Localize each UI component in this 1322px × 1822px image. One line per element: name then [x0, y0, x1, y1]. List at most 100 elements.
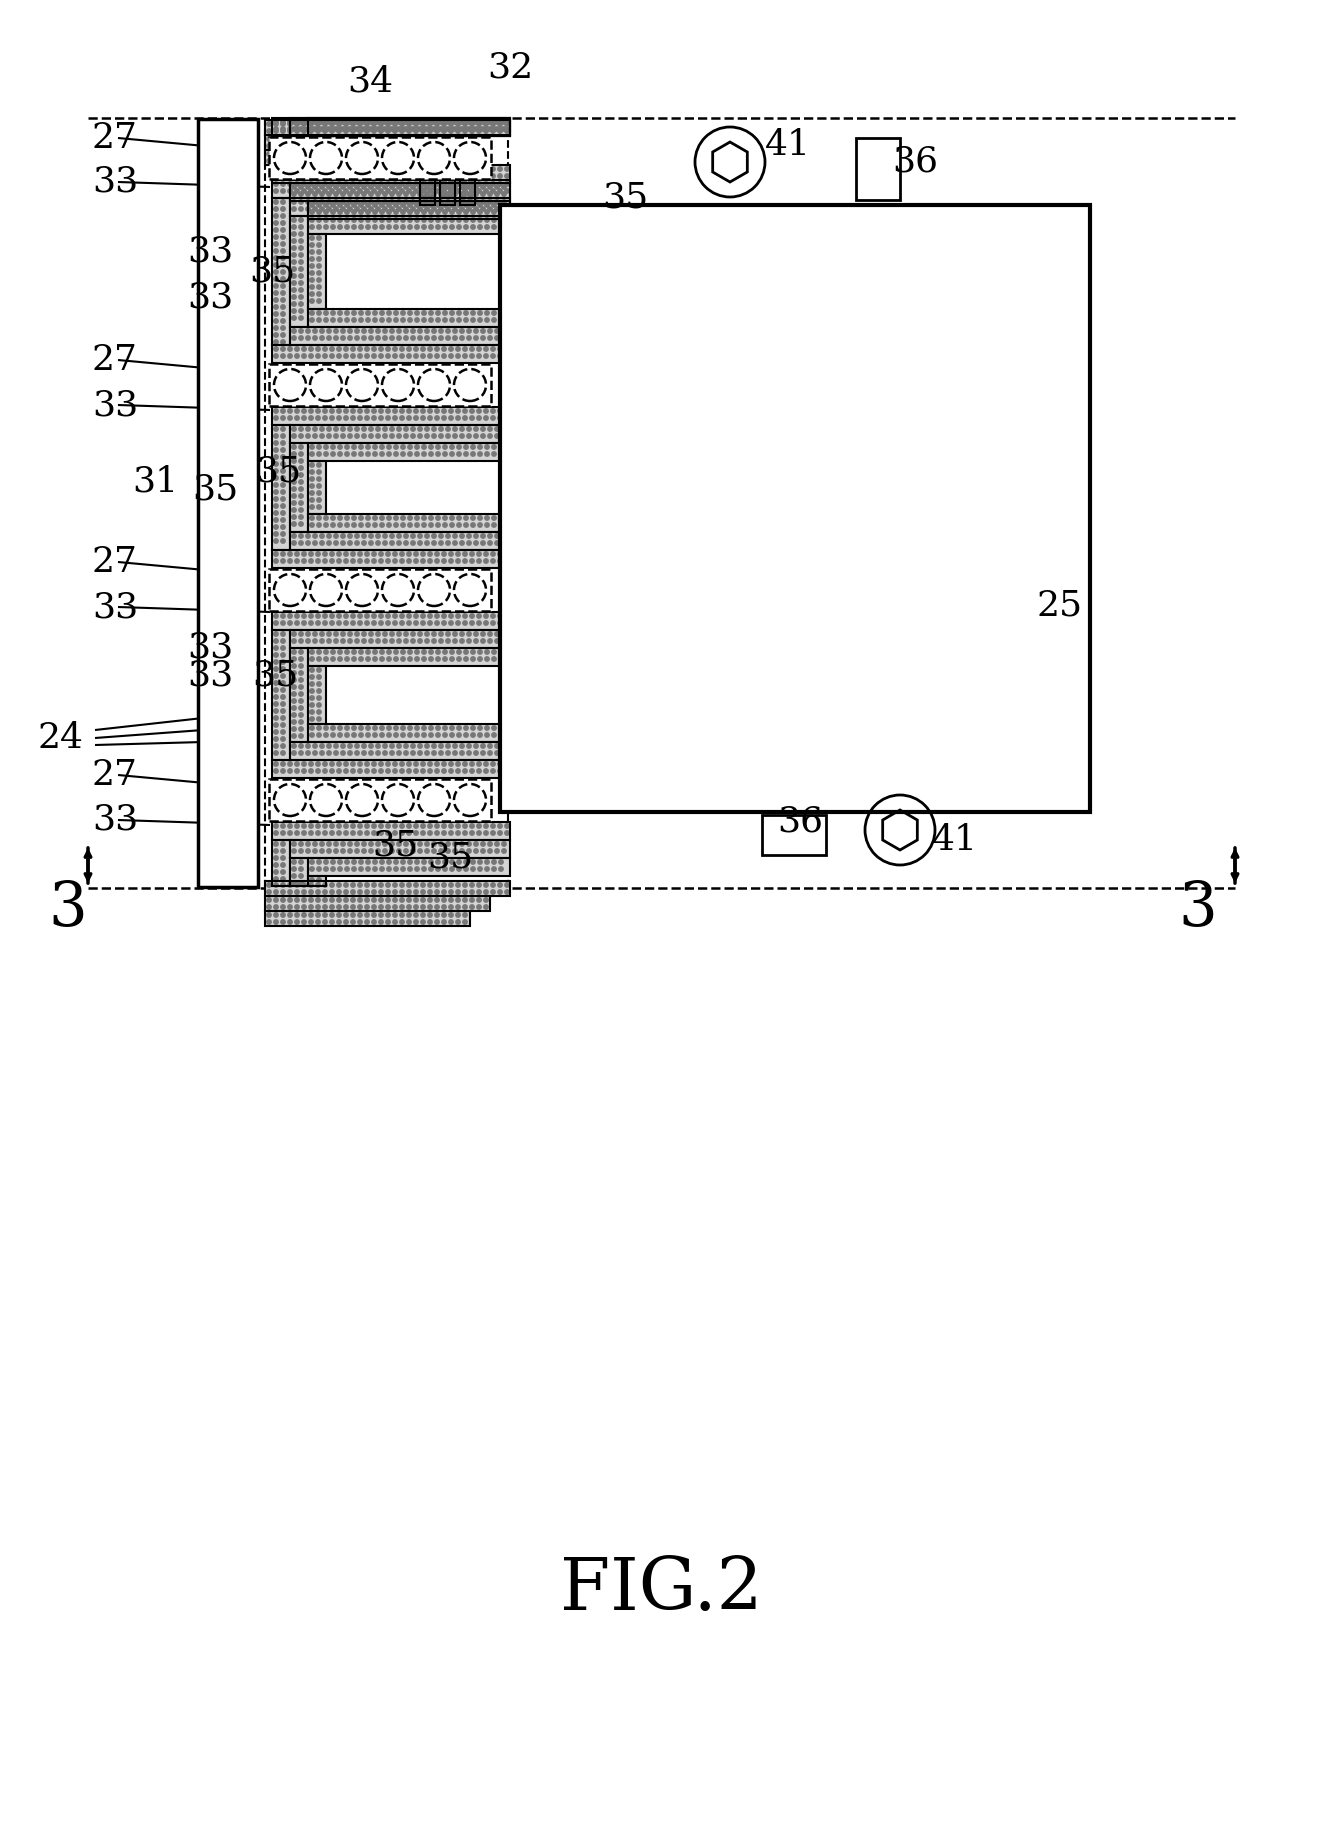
Circle shape [373, 210, 377, 215]
Circle shape [484, 353, 488, 359]
Circle shape [432, 200, 436, 204]
Circle shape [309, 292, 315, 297]
Circle shape [313, 335, 317, 341]
Circle shape [463, 884, 467, 887]
Circle shape [415, 202, 419, 208]
Circle shape [492, 219, 496, 222]
Circle shape [397, 426, 401, 432]
Bar [264, 911, 471, 926]
Circle shape [292, 328, 296, 333]
Circle shape [299, 516, 303, 519]
Circle shape [403, 328, 408, 333]
Circle shape [442, 408, 447, 414]
Circle shape [301, 906, 307, 909]
Circle shape [397, 751, 401, 754]
Circle shape [309, 151, 313, 157]
Circle shape [422, 650, 426, 654]
Circle shape [383, 120, 387, 124]
Circle shape [320, 328, 324, 333]
Circle shape [280, 920, 286, 924]
Circle shape [375, 328, 381, 333]
Circle shape [366, 317, 370, 322]
Circle shape [348, 120, 352, 124]
Circle shape [477, 867, 483, 871]
Circle shape [337, 144, 341, 148]
Bar [308, 723, 510, 742]
Circle shape [295, 144, 299, 148]
Circle shape [490, 353, 496, 359]
Circle shape [280, 559, 286, 563]
Circle shape [505, 831, 509, 834]
Circle shape [471, 312, 475, 315]
Circle shape [274, 552, 278, 556]
Circle shape [330, 120, 336, 124]
Circle shape [422, 210, 426, 215]
Circle shape [292, 685, 296, 689]
Circle shape [414, 762, 418, 767]
Circle shape [443, 210, 447, 215]
Circle shape [484, 144, 488, 148]
Circle shape [352, 445, 356, 450]
Circle shape [299, 459, 303, 463]
Circle shape [379, 128, 385, 131]
Circle shape [379, 452, 385, 456]
Circle shape [324, 860, 328, 864]
Circle shape [401, 452, 406, 456]
Circle shape [477, 353, 481, 359]
Circle shape [407, 762, 411, 767]
Circle shape [407, 831, 411, 834]
Circle shape [494, 128, 500, 131]
Circle shape [379, 168, 383, 171]
Circle shape [338, 860, 342, 864]
Circle shape [390, 208, 394, 211]
Circle shape [366, 867, 370, 871]
Circle shape [316, 769, 320, 773]
Circle shape [301, 144, 307, 148]
Circle shape [338, 317, 342, 322]
Circle shape [449, 650, 455, 654]
Circle shape [399, 346, 405, 352]
Circle shape [350, 831, 356, 834]
Circle shape [498, 523, 504, 527]
Circle shape [365, 120, 369, 124]
Circle shape [280, 876, 286, 882]
Circle shape [442, 346, 447, 352]
Circle shape [386, 913, 390, 916]
Circle shape [401, 312, 406, 315]
Circle shape [428, 168, 432, 171]
Circle shape [502, 541, 506, 545]
Circle shape [414, 889, 418, 895]
Circle shape [442, 353, 447, 359]
Circle shape [411, 128, 415, 131]
Circle shape [442, 120, 447, 124]
Circle shape [397, 842, 401, 845]
Circle shape [274, 510, 278, 516]
Circle shape [428, 867, 434, 871]
Circle shape [299, 266, 303, 271]
Circle shape [329, 129, 334, 133]
Bar [290, 118, 510, 137]
Circle shape [502, 335, 506, 341]
Circle shape [358, 906, 362, 909]
Circle shape [415, 516, 419, 521]
Circle shape [371, 408, 377, 414]
Circle shape [383, 128, 387, 131]
Circle shape [401, 120, 406, 124]
Circle shape [313, 128, 317, 131]
Circle shape [288, 128, 292, 131]
Circle shape [292, 692, 296, 696]
Circle shape [299, 494, 303, 497]
Circle shape [274, 326, 278, 330]
Circle shape [390, 534, 394, 537]
Circle shape [443, 317, 447, 322]
Circle shape [274, 681, 278, 685]
Circle shape [448, 614, 453, 618]
Circle shape [327, 328, 332, 333]
Circle shape [435, 151, 439, 157]
Circle shape [453, 849, 457, 853]
Circle shape [393, 769, 397, 773]
Circle shape [338, 120, 342, 124]
Circle shape [399, 168, 405, 171]
Circle shape [485, 219, 489, 222]
Circle shape [457, 452, 461, 456]
